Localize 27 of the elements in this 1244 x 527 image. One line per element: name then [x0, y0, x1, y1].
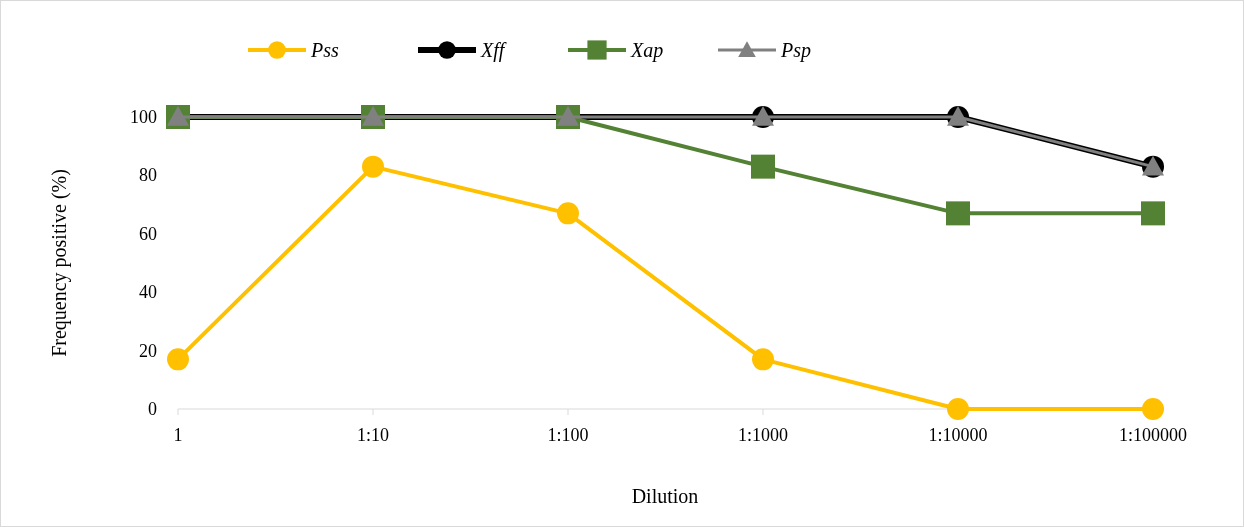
point [947, 398, 969, 420]
point [362, 155, 384, 178]
x-tick-label: 1:100 [547, 425, 589, 445]
point [167, 348, 189, 371]
y-tick-label: 40 [139, 282, 157, 303]
point [1142, 398, 1164, 420]
legend-label: Xff [480, 39, 507, 62]
legend-label: Xap [630, 39, 664, 62]
x-axis-title: Dilution [631, 485, 699, 507]
point [557, 202, 579, 225]
x-tick-label: 1:1000 [737, 425, 789, 445]
y-tick-label: 60 [139, 223, 157, 244]
point [946, 201, 970, 226]
y-tick-label: 20 [139, 340, 157, 361]
point [752, 348, 774, 371]
point [751, 154, 775, 179]
y-tick-label: 0 [148, 399, 157, 419]
x-tick-label: 1 [173, 425, 183, 445]
x-tick-label: 1:10000 [928, 425, 988, 445]
y-axis-title: Frequency positive (%) [48, 169, 71, 357]
y-tick-label: 100 [130, 107, 157, 127]
y-tick-label: 80 [139, 165, 157, 186]
point [1141, 201, 1165, 226]
legend-label: Pss [310, 39, 339, 61]
legend-label: Psp [780, 39, 811, 62]
x-tick-label: 1:100000 [1118, 425, 1188, 445]
x-tick-label: 1:10 [356, 425, 390, 445]
